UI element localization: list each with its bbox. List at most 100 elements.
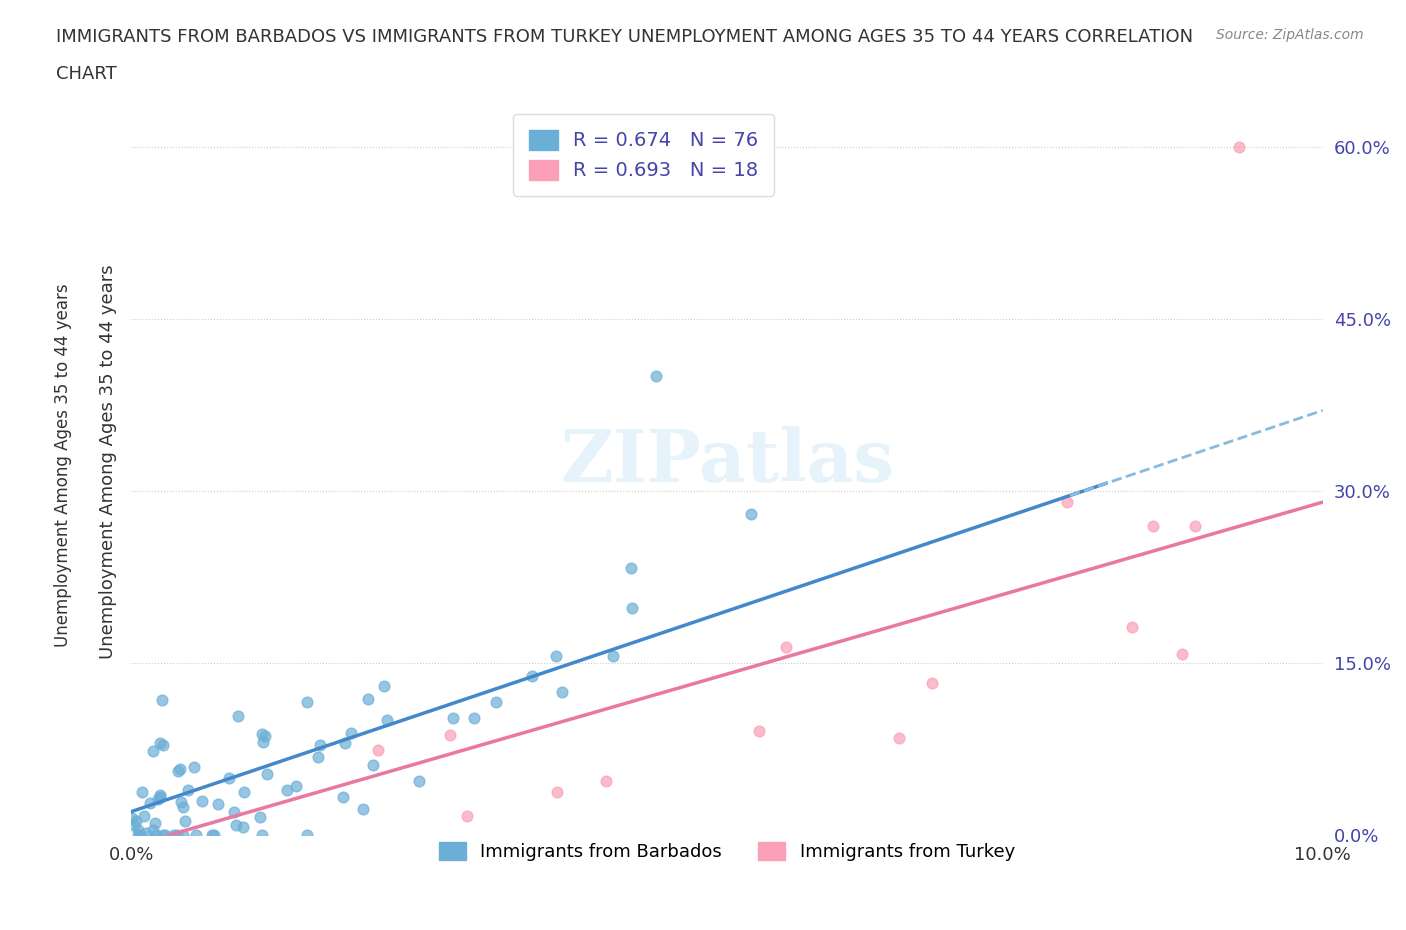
Point — [207, 796, 229, 811]
Point — [183, 760, 205, 775]
Point — [149, 790, 172, 804]
Point — [125, 814, 148, 829]
Text: CHART: CHART — [56, 65, 117, 83]
Point — [250, 727, 273, 742]
Point — [127, 827, 149, 842]
Point — [172, 800, 194, 815]
Point — [250, 827, 273, 842]
Point — [224, 804, 246, 819]
Point — [463, 711, 485, 725]
Point — [122, 818, 145, 833]
Text: Source: ZipAtlas.com: Source: ZipAtlas.com — [1216, 28, 1364, 42]
Text: ZIPatlas: ZIPatlas — [560, 427, 894, 498]
Point — [252, 734, 274, 749]
Point — [441, 711, 464, 725]
Point — [139, 796, 162, 811]
Point — [131, 785, 153, 800]
Point — [375, 713, 398, 728]
Point — [163, 827, 186, 842]
Point — [225, 817, 247, 832]
Point — [218, 771, 240, 786]
Point — [644, 368, 666, 383]
Point — [439, 728, 461, 743]
Point — [620, 561, 643, 576]
Point — [145, 816, 167, 830]
Point — [352, 802, 374, 817]
Point — [408, 774, 430, 789]
Point — [295, 827, 318, 842]
Point — [256, 766, 278, 781]
Point — [1142, 519, 1164, 534]
Point — [166, 827, 188, 842]
Point — [748, 724, 770, 738]
Point — [201, 827, 224, 842]
Point — [285, 778, 308, 793]
Point — [522, 669, 544, 684]
Text: IMMIGRANTS FROM BARBADOS VS IMMIGRANTS FROM TURKEY UNEMPLOYMENT AMONG AGES 35 TO: IMMIGRANTS FROM BARBADOS VS IMMIGRANTS F… — [56, 28, 1194, 46]
Point — [367, 743, 389, 758]
Text: Unemployment Among Ages 35 to 44 years: Unemployment Among Ages 35 to 44 years — [55, 284, 72, 646]
Point — [142, 744, 165, 759]
Point — [190, 793, 212, 808]
Point — [621, 601, 644, 616]
Point — [149, 788, 172, 803]
Point — [172, 827, 194, 842]
Legend: Immigrants from Barbados, Immigrants from Turkey: Immigrants from Barbados, Immigrants fro… — [430, 833, 1024, 870]
Point — [121, 811, 143, 826]
Point — [550, 684, 572, 699]
Point — [340, 725, 363, 740]
Point — [202, 827, 225, 842]
Point — [546, 785, 568, 800]
Point — [152, 692, 174, 707]
Point — [1184, 519, 1206, 534]
Point — [456, 808, 478, 823]
Point — [152, 737, 174, 752]
Point — [1056, 495, 1078, 510]
Point — [253, 728, 276, 743]
Point — [169, 762, 191, 777]
Point — [127, 822, 149, 837]
Point — [149, 736, 172, 751]
Point — [308, 737, 330, 752]
Point — [167, 764, 190, 778]
Point — [1171, 646, 1194, 661]
Point — [135, 826, 157, 841]
Point — [152, 827, 174, 842]
Point — [146, 791, 169, 806]
Point — [332, 790, 354, 804]
Point — [887, 730, 910, 745]
Point — [740, 507, 762, 522]
Point — [280, 849, 302, 864]
Point — [233, 785, 256, 800]
Point — [328, 845, 350, 860]
Point — [232, 819, 254, 834]
Point — [249, 809, 271, 824]
Point — [361, 757, 384, 772]
Point — [546, 649, 568, 664]
Point — [921, 676, 943, 691]
Point — [333, 736, 356, 751]
Point — [142, 822, 165, 837]
Point — [145, 827, 167, 842]
Point — [169, 795, 191, 810]
Point — [155, 827, 177, 842]
Point — [373, 678, 395, 693]
Point — [128, 827, 150, 842]
Point — [307, 750, 329, 764]
Point — [134, 808, 156, 823]
Point — [485, 694, 508, 709]
Point — [1227, 140, 1250, 154]
Point — [129, 827, 152, 842]
Point — [602, 649, 624, 664]
Point — [301, 851, 323, 866]
Point — [226, 708, 249, 723]
Point — [595, 774, 617, 789]
Point — [186, 827, 208, 842]
Point — [173, 814, 195, 829]
Point — [276, 783, 298, 798]
Y-axis label: Unemployment Among Ages 35 to 44 years: Unemployment Among Ages 35 to 44 years — [100, 265, 117, 659]
Point — [176, 783, 198, 798]
Point — [356, 692, 378, 707]
Point — [297, 694, 319, 709]
Point — [775, 639, 797, 654]
